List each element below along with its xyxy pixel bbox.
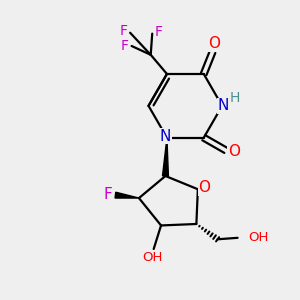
Polygon shape — [163, 138, 168, 176]
Text: F: F — [120, 24, 128, 38]
Text: O: O — [208, 36, 220, 51]
Text: OH: OH — [142, 251, 162, 264]
Text: N: N — [218, 98, 229, 113]
Text: O: O — [198, 180, 210, 195]
Polygon shape — [115, 192, 139, 198]
Text: F: F — [155, 25, 163, 39]
Text: OH: OH — [248, 231, 268, 244]
Text: F: F — [121, 39, 129, 53]
Text: N: N — [160, 129, 171, 144]
Text: O: O — [228, 144, 240, 159]
Text: H: H — [229, 92, 240, 106]
Text: F: F — [103, 187, 112, 202]
